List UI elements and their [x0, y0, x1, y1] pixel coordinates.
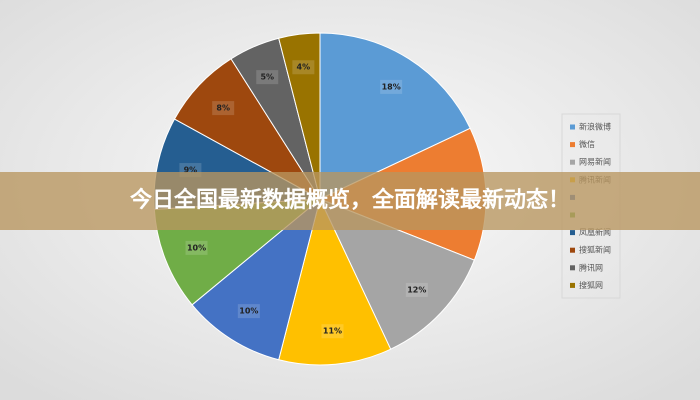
slice-label: 4%	[297, 63, 311, 72]
legend-swatch	[570, 142, 575, 148]
banner-text: 今日全国最新数据概览，全面解读最新动态！	[130, 187, 570, 213]
slice-label: 9%	[184, 166, 198, 175]
legend-swatch	[570, 265, 575, 271]
pie-slice	[278, 32, 321, 200]
legend-swatch	[570, 159, 575, 165]
legend-swatch	[570, 230, 575, 236]
legend-text: 凤凰新闻	[579, 227, 611, 237]
label-bg	[380, 79, 403, 94]
legend-swatch	[570, 282, 575, 288]
legend-swatch	[570, 247, 575, 253]
slice-label: 10%	[187, 243, 206, 252]
slice-label: 5%	[260, 73, 274, 82]
label-bg	[292, 60, 315, 75]
pie-slice	[191, 197, 321, 361]
slice-label: 18%	[382, 82, 401, 91]
slice-label: 12%	[407, 285, 426, 294]
label-bg	[212, 101, 235, 116]
legend-text: 搜狐网	[579, 280, 603, 290]
slice-label: 10%	[239, 307, 258, 316]
legend-text: 微信	[579, 139, 595, 149]
slice-label: 8%	[216, 104, 230, 113]
pie-slice	[319, 198, 475, 350]
banner	[0, 172, 700, 230]
legend-swatch	[570, 124, 575, 130]
label-bg	[185, 240, 208, 255]
label-bg	[321, 324, 344, 339]
pie-slice	[278, 197, 392, 366]
legend-text: 网易新闻	[579, 157, 611, 167]
label-bg	[256, 70, 279, 85]
legend-text: 搜狐新闻	[579, 245, 611, 255]
legend-text: 腾讯网	[579, 262, 603, 272]
pie-slice	[319, 32, 471, 200]
slice-label: 11%	[323, 327, 342, 336]
label-bg	[237, 304, 260, 319]
label-bg	[405, 282, 428, 297]
legend-text: 新浪微博	[579, 122, 611, 132]
